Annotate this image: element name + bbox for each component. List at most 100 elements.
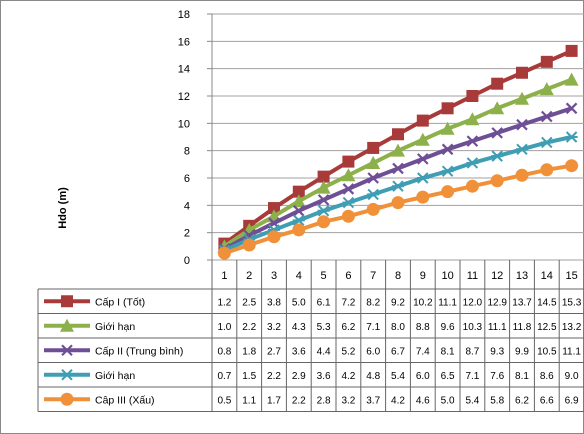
x-category-label: 13 xyxy=(516,270,528,282)
data-label: 5.2 xyxy=(341,346,355,357)
data-label: 5.0 xyxy=(441,395,455,406)
data-point xyxy=(465,112,480,126)
data-label: 1.7 xyxy=(267,395,281,406)
data-label: 2.2 xyxy=(242,322,256,333)
data-point xyxy=(516,118,528,131)
data-label: 2.5 xyxy=(242,297,256,308)
data-point xyxy=(490,174,504,188)
data-label: 2.2 xyxy=(267,371,281,382)
data-point xyxy=(342,183,355,195)
data-label: 8.2 xyxy=(366,297,380,308)
data-label: 1.1 xyxy=(242,395,256,406)
data-label: 9.6 xyxy=(441,322,455,333)
data-label: 3.8 xyxy=(267,297,281,308)
x-category-label: 7 xyxy=(370,270,376,282)
data-label: 6.6 xyxy=(540,395,554,406)
data-label: 6.1 xyxy=(317,297,331,308)
data-label: 8.6 xyxy=(540,371,554,382)
data-point xyxy=(367,172,379,184)
data-label: 2.2 xyxy=(292,395,306,406)
data-label: 12.9 xyxy=(487,297,507,308)
data-label: 7.1 xyxy=(366,322,380,333)
data-point xyxy=(366,155,381,169)
data-label: 10.5 xyxy=(537,346,557,357)
y-tick-label: 10 xyxy=(178,118,190,130)
data-point xyxy=(391,196,405,210)
data-label: 10.3 xyxy=(463,322,483,333)
data-label: 4.6 xyxy=(416,395,430,406)
data-label: 8.1 xyxy=(515,371,529,382)
data-point xyxy=(292,223,306,237)
data-label: 1.5 xyxy=(242,371,256,382)
data-label: 3.6 xyxy=(292,346,306,357)
y-tick-label: 12 xyxy=(178,91,190,103)
data-label: 9.9 xyxy=(515,346,529,357)
data-label: 3.7 xyxy=(366,395,380,406)
x-category-label: 5 xyxy=(321,270,327,282)
data-point xyxy=(441,102,454,115)
y-tick-label: 8 xyxy=(184,146,190,158)
x-category-label: 1 xyxy=(221,270,227,282)
data-point xyxy=(540,163,554,177)
data-label: 6.9 xyxy=(565,395,579,406)
legend-label: Giới hạn xyxy=(95,370,135,382)
y-tick-label: 2 xyxy=(184,228,190,240)
x-category-label: 8 xyxy=(395,270,401,282)
data-point xyxy=(540,136,553,149)
data-label: 3.2 xyxy=(267,322,281,333)
data-point xyxy=(392,128,404,141)
data-point xyxy=(392,180,404,192)
data-label: 15.3 xyxy=(562,297,582,308)
series-2 xyxy=(217,72,579,253)
series-group xyxy=(217,44,579,260)
data-point xyxy=(317,205,330,217)
data-point xyxy=(317,194,330,206)
data-point xyxy=(367,188,380,201)
data-label: 4.2 xyxy=(341,371,355,382)
data-point xyxy=(466,90,479,102)
data-label: 6.7 xyxy=(391,346,405,357)
x-category-label: 9 xyxy=(420,270,426,282)
data-point xyxy=(316,180,331,194)
data-point xyxy=(61,344,73,357)
data-label: 8.1 xyxy=(441,346,455,357)
data-point xyxy=(541,110,553,123)
data-label: 13.2 xyxy=(562,322,582,333)
data-point xyxy=(341,168,356,182)
data-label: 1.2 xyxy=(217,297,231,308)
data-label: 5.4 xyxy=(391,371,405,382)
data-point xyxy=(416,190,430,204)
y-tick-label: 16 xyxy=(178,36,190,48)
data-label: 11.1 xyxy=(562,346,581,357)
data-point xyxy=(317,215,331,229)
data-label: 6.2 xyxy=(515,395,529,406)
x-category-label: 12 xyxy=(491,270,503,282)
data-label: 1.0 xyxy=(217,322,231,333)
data-label: 1.8 xyxy=(242,346,256,357)
data-point xyxy=(564,72,579,86)
data-point xyxy=(367,141,380,154)
data-label: 0.8 xyxy=(217,346,231,357)
data-label: 9.3 xyxy=(490,346,504,357)
data-point xyxy=(60,392,74,406)
y-axis-label: Hdo (m) xyxy=(57,187,69,229)
data-label: 11.8 xyxy=(513,322,532,333)
data-label: 4.4 xyxy=(317,346,331,357)
data-label: 10.2 xyxy=(413,297,433,308)
data-label: 2.8 xyxy=(317,395,331,406)
x-category-label: 15 xyxy=(565,270,577,282)
data-label: 6.5 xyxy=(441,371,455,382)
data-point xyxy=(268,202,280,215)
data-point xyxy=(416,172,429,184)
data-point xyxy=(441,165,454,177)
data-point xyxy=(491,77,504,90)
data-label: 6.2 xyxy=(341,322,355,333)
data-point xyxy=(491,150,504,162)
x-category-label: 10 xyxy=(441,270,453,282)
data-label: 11.1 xyxy=(438,297,457,308)
series-5 xyxy=(217,159,579,260)
y-tick-label: 4 xyxy=(184,200,190,212)
data-point xyxy=(366,202,380,216)
data-label: 2.9 xyxy=(292,371,306,382)
data-label: 3.2 xyxy=(341,395,355,406)
